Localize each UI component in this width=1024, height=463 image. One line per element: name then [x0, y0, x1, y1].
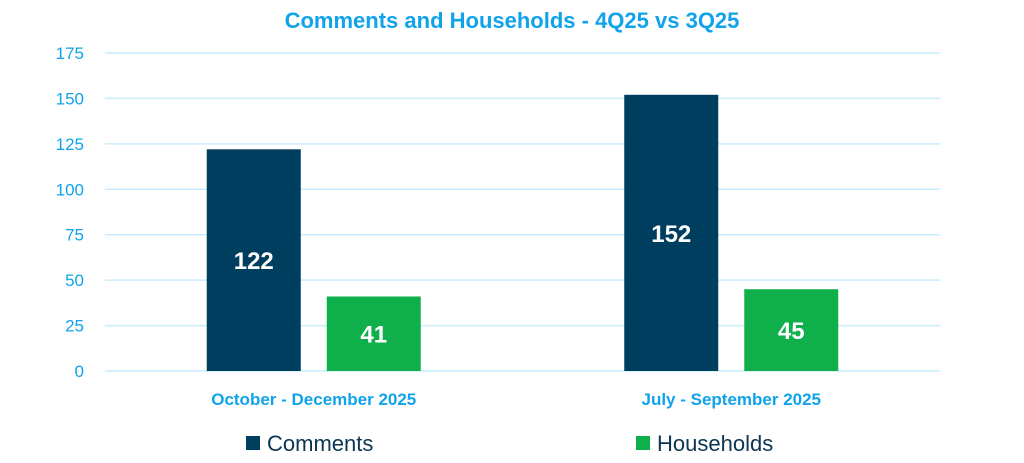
- y-axis: 0 25 50 75 100 125 150 175: [56, 44, 84, 381]
- bar-households: [744, 289, 839, 371]
- bar-comments: [206, 149, 301, 371]
- legend-swatch-comments: [246, 436, 260, 450]
- bar-households: [326, 296, 421, 371]
- legend-label: Households: [657, 431, 773, 456]
- x-tick-label: October - December 2025: [211, 390, 416, 409]
- bars: 122 41 152 45: [206, 94, 839, 372]
- x-axis: October - December 2025 July - September …: [211, 390, 821, 409]
- data-label: 41: [360, 322, 387, 349]
- legend: Comments Households: [246, 431, 773, 456]
- x-tick-label: July - September 2025: [641, 390, 821, 409]
- legend-swatch-households: [636, 436, 650, 450]
- legend-label: Comments: [267, 431, 373, 456]
- data-label: 152: [651, 221, 691, 248]
- y-tick-label: 75: [65, 226, 84, 245]
- y-tick-label: 100: [56, 180, 84, 199]
- y-tick-label: 150: [56, 89, 84, 108]
- bar-comments: [624, 94, 719, 372]
- y-tick-label: 125: [56, 135, 84, 154]
- data-label: 45: [778, 318, 805, 345]
- chart-title: Comments and Households - 4Q25 vs 3Q25: [285, 8, 740, 33]
- y-tick-label: 50: [65, 271, 84, 290]
- y-tick-label: 0: [75, 362, 84, 381]
- y-tick-label: 175: [56, 44, 84, 63]
- y-tick-label: 25: [65, 317, 84, 336]
- data-label: 122: [234, 248, 274, 275]
